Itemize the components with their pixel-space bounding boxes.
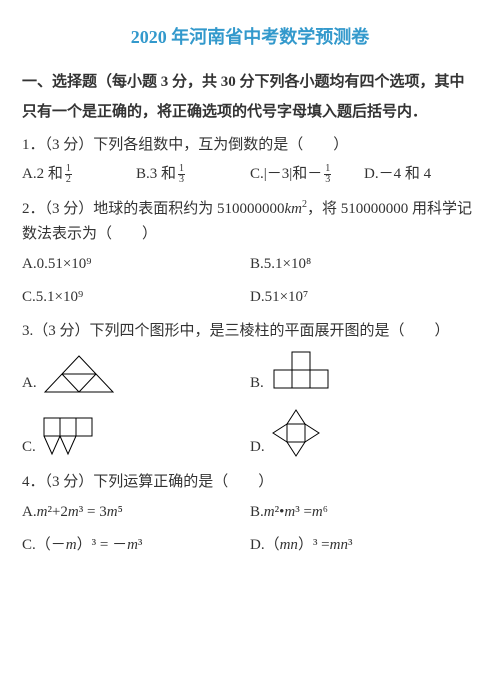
- diamond-star-icon: [269, 406, 323, 460]
- q2-stem-a: 2．（3 分）地球的表面积约为 510000000: [22, 201, 285, 217]
- q4-opt-d: D.（mn）³ = mn³: [250, 533, 478, 559]
- den: 2: [65, 175, 72, 185]
- t: mn: [280, 533, 298, 559]
- t: ²•: [275, 500, 285, 526]
- q1-a-pre: A.2 和: [22, 162, 63, 188]
- t: ³: [348, 533, 353, 559]
- q2-opt-c: C.5.1×10⁹: [22, 285, 250, 311]
- q3-fig-d-wrap: D.: [250, 406, 478, 460]
- q4-stem: 4．（3 分）下列运算正确的是（ ）: [22, 470, 478, 496]
- q1-opt-b: B.3 和 13: [136, 162, 250, 188]
- t: m: [66, 533, 77, 559]
- q3-label-b: B.: [250, 371, 264, 397]
- q3-label-c: C.: [22, 435, 36, 461]
- t: m: [127, 533, 138, 559]
- flap-net-icon: [40, 414, 100, 460]
- q3-label-d: D.: [250, 435, 265, 461]
- fraction-icon: 13: [324, 164, 331, 185]
- q4-options-2: C.（－m）³ = －m³ D.（mn）³ = mn³: [22, 533, 478, 559]
- q2-options-1: A.0.51×10⁹ B.5.1×10⁸: [22, 252, 478, 278]
- q2-stem: 2．（3 分）地球的表面积约为 510000000km2，将 510000000…: [22, 196, 478, 248]
- q2-opt-b: B.5.1×10⁸: [250, 252, 478, 278]
- q1-options: A.2 和 12 B.3 和 13 C.|－3|和－ 13 D.－4 和 4: [22, 162, 478, 188]
- triangle-net-icon: [41, 352, 117, 396]
- q4-opt-a: A.m²+2m³ = 3m⁵: [22, 500, 250, 526]
- t: m: [264, 500, 275, 526]
- q4-options-1: A.m²+2m³ = 3m⁵ B.m²•m³ = m⁶: [22, 500, 478, 526]
- q2-opt-d: D.51×10⁷: [250, 285, 478, 311]
- fraction-icon: 12: [65, 164, 72, 185]
- q1-b-pre: B.3 和: [136, 162, 176, 188]
- t: m: [284, 500, 295, 526]
- t: m: [312, 500, 323, 526]
- section-header: 一、选择题（每小题 3 分，共 30 分下列各小题均有四个选项，其中只有一个是正…: [22, 67, 478, 127]
- q3-figs-row1: A. B.: [22, 348, 478, 396]
- t: C.（－: [22, 533, 66, 559]
- q1-stem: 1．（3 分）下列各组数中，互为倒数的是（ ）: [22, 133, 478, 159]
- fraction-icon: 13: [178, 164, 185, 185]
- t: ）³ = －: [77, 533, 127, 559]
- t: B.: [250, 500, 264, 526]
- q1-opt-d: D.－4 和 4: [364, 162, 478, 188]
- t: ²+2: [47, 500, 67, 526]
- q4-opt-c: C.（－m）³ = －m³: [22, 533, 250, 559]
- t: m: [107, 500, 118, 526]
- t: A.: [22, 500, 37, 526]
- den: 3: [178, 175, 185, 185]
- q1-c-pre: C.|－3|和－: [250, 162, 322, 188]
- q2-opt-a: A.0.51×10⁹: [22, 252, 250, 278]
- q3-stem: 3.（3 分）下列四个图形中，是三棱柱的平面展开图的是（ ）: [22, 319, 478, 345]
- t: m: [37, 500, 48, 526]
- square-net-icon: [268, 348, 334, 396]
- q2-stem-b: km: [285, 201, 303, 217]
- t: ）³ =: [298, 533, 330, 559]
- q4-opt-b: B.m²•m³ = m⁶: [250, 500, 478, 526]
- q2-options-2: C.5.1×10⁹ D.51×10⁷: [22, 285, 478, 311]
- t: D.（: [250, 533, 280, 559]
- t: ³ =: [295, 500, 312, 526]
- page-title: 2020 年河南省中考数学预测卷: [22, 22, 478, 53]
- t: mn: [330, 533, 348, 559]
- q3-fig-b-wrap: B.: [250, 348, 478, 396]
- q3-fig-a-wrap: A.: [22, 352, 250, 396]
- q3-fig-c-wrap: C.: [22, 414, 250, 460]
- t: ³ = 3: [79, 500, 107, 526]
- t: ⁶: [323, 500, 328, 526]
- q3-figs-row2: C. D.: [22, 406, 478, 460]
- q3-label-a: A.: [22, 371, 37, 397]
- den: 3: [324, 175, 331, 185]
- t: ³: [138, 533, 143, 559]
- q1-opt-c: C.|－3|和－ 13: [250, 162, 364, 188]
- t: m: [68, 500, 79, 526]
- t: ⁵: [118, 500, 123, 526]
- q1-opt-a: A.2 和 12: [22, 162, 136, 188]
